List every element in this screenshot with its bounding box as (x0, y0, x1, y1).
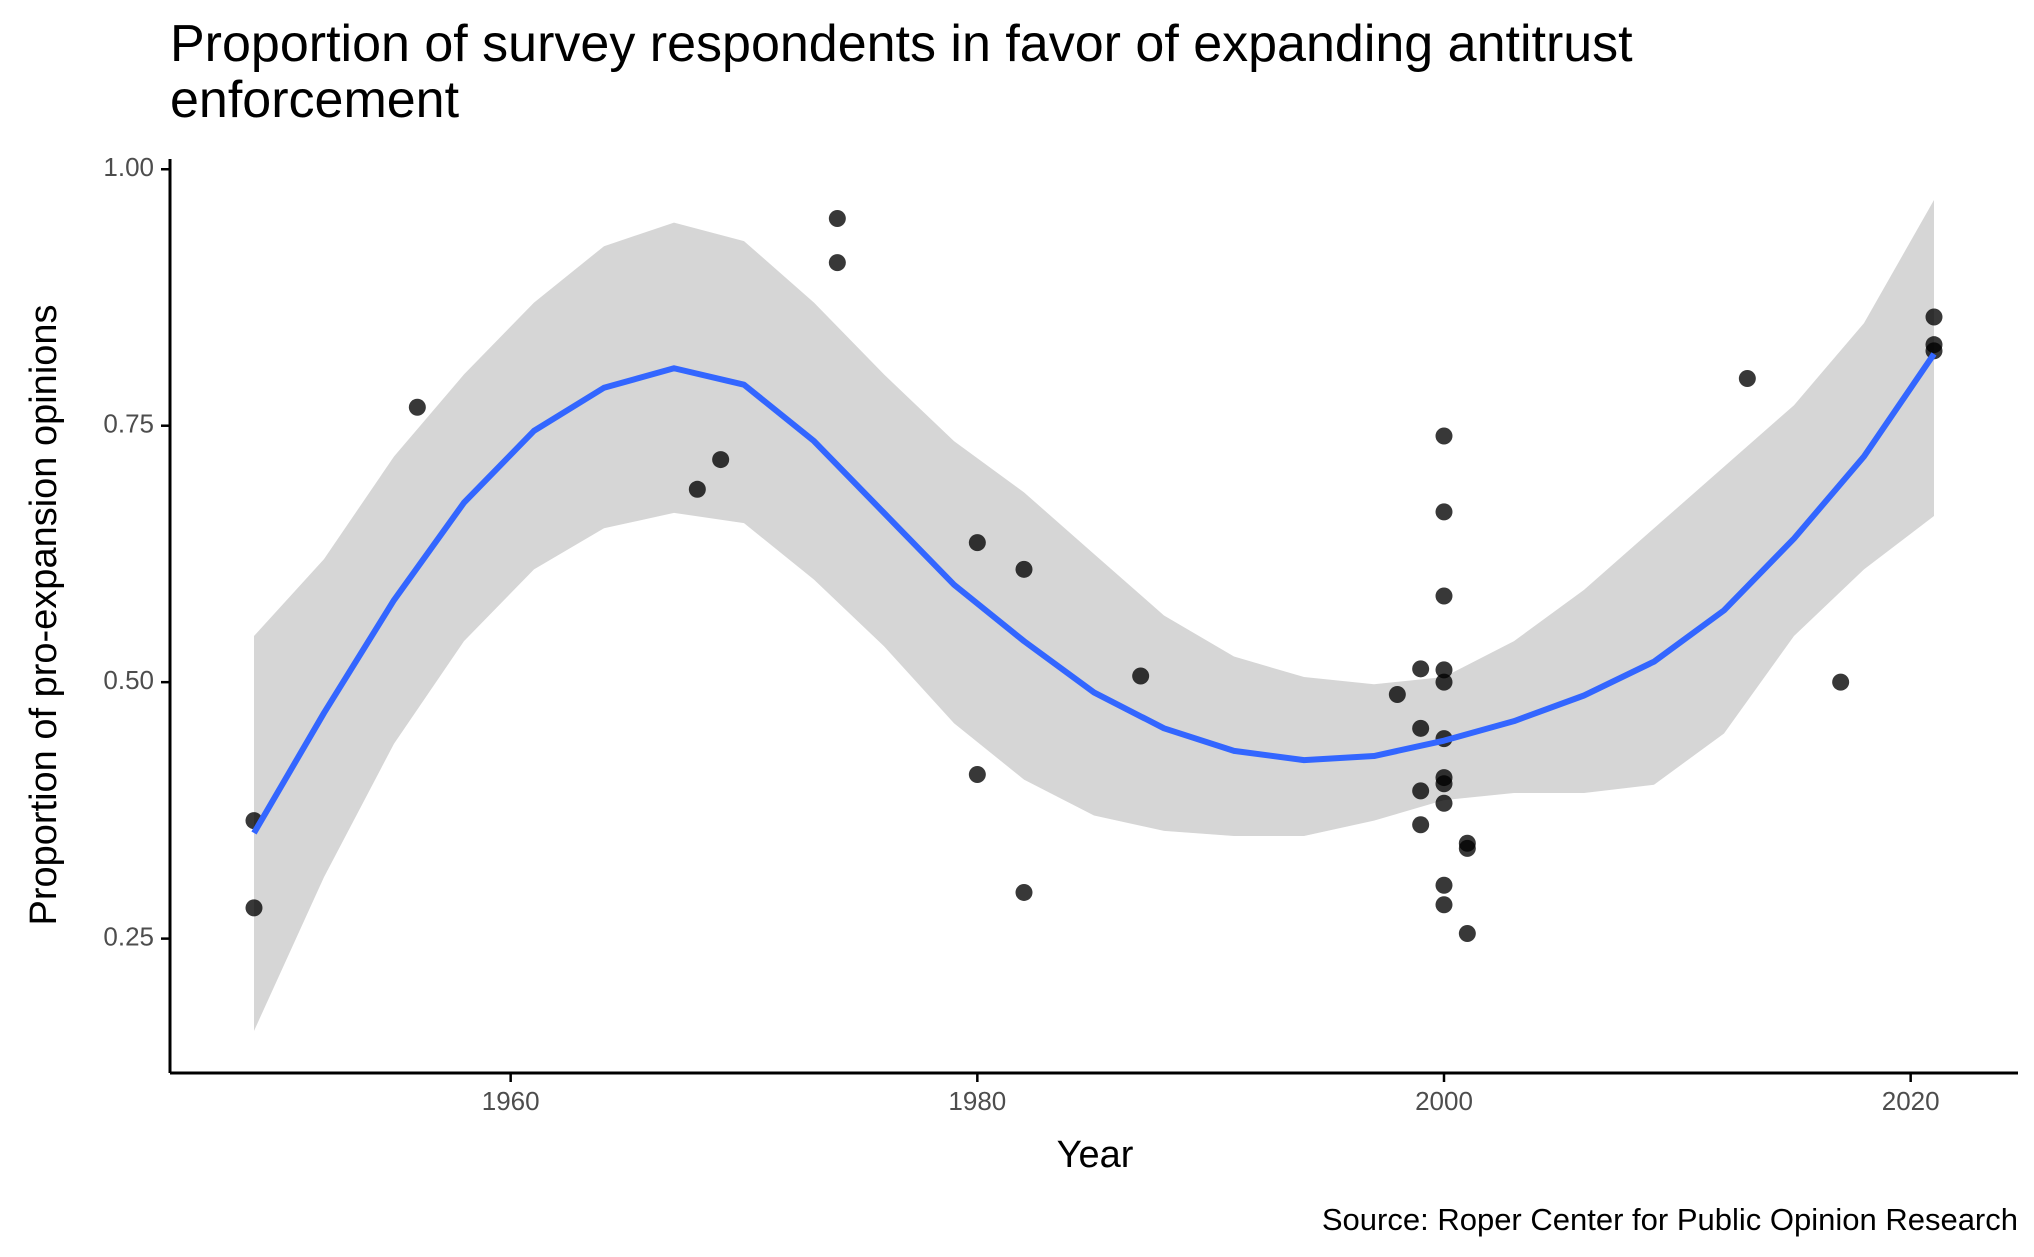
point (1412, 782, 1430, 800)
point (968, 765, 986, 783)
point (1435, 587, 1453, 605)
point (1435, 775, 1453, 793)
point (688, 480, 706, 498)
point (245, 899, 263, 917)
point (1435, 673, 1453, 691)
x-tick-label: 2020 (1882, 1086, 1940, 1116)
point (1738, 370, 1756, 388)
point (1458, 924, 1476, 942)
point (1435, 876, 1453, 894)
point (712, 451, 730, 469)
caption: Source: Roper Center for Public Opinion … (1322, 1202, 2018, 1237)
x-tick-label: 1960 (482, 1086, 540, 1116)
chart-title: Proportion of survey respondents in favo… (170, 15, 1633, 129)
point (1412, 816, 1430, 834)
point (1435, 661, 1453, 679)
point (1925, 308, 1943, 326)
y-axis-label: Proportion of pro-expansion opinions (23, 304, 65, 925)
point (968, 534, 986, 552)
point (1458, 839, 1476, 857)
point (1015, 560, 1033, 578)
confidence-band (254, 200, 1934, 1031)
point (1435, 503, 1453, 521)
x-tick-label: 1980 (948, 1086, 1006, 1116)
y-tick-label: 0.75 (103, 409, 154, 439)
point (1832, 673, 1850, 691)
point (1435, 896, 1453, 914)
y-tick-label: 1.00 (103, 152, 154, 182)
x-tick-label: 2000 (1415, 1086, 1473, 1116)
point (828, 254, 846, 272)
point (1435, 427, 1453, 445)
x-axis-label: Year (1057, 1134, 1134, 1176)
point (1015, 883, 1033, 901)
point (1435, 794, 1453, 812)
point (408, 398, 426, 416)
y-tick-label: 0.50 (103, 665, 154, 695)
point (1388, 685, 1406, 703)
point (1412, 660, 1430, 678)
point (1132, 667, 1150, 685)
smooth-line (251, 352, 1937, 835)
y-tick-label: 0.25 (103, 921, 154, 951)
point (828, 209, 846, 227)
point (1412, 719, 1430, 737)
